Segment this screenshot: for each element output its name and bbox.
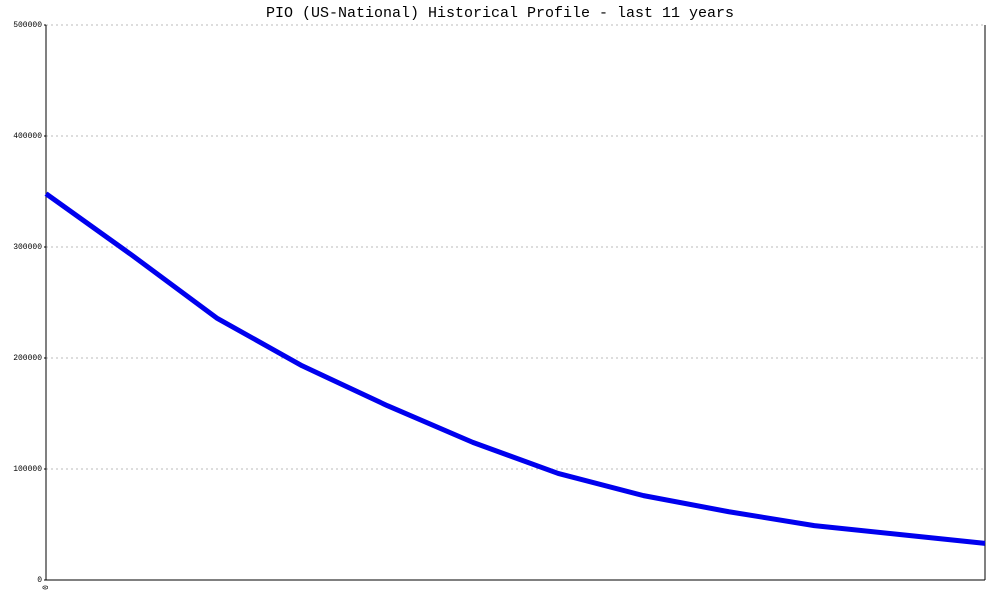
y-tick-label: 400000 (13, 132, 42, 141)
y-tick-label: 0 (37, 576, 42, 585)
chart-title: PIO (US-National) Historical Profile - l… (266, 5, 734, 22)
y-tick-label: 100000 (13, 465, 42, 474)
x-tick-label: 0 (42, 585, 51, 590)
data-line (44, 191, 986, 546)
y-tick-label: 200000 (13, 354, 42, 363)
y-tick-label: 300000 (13, 243, 42, 252)
y-tick-label: 500000 (13, 21, 42, 30)
